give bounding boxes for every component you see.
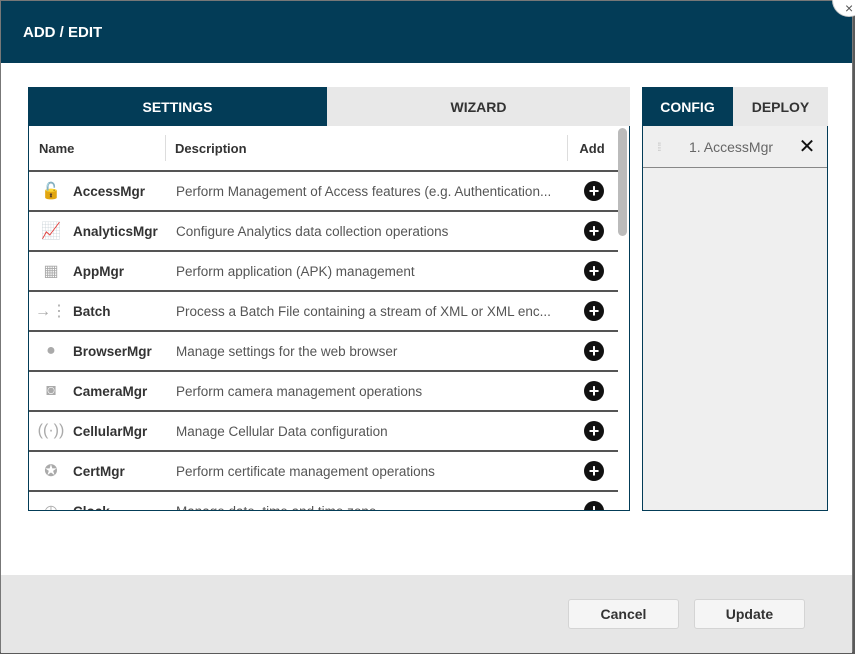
config-list: ⁞⁞ 1. AccessMgr ✕ <box>642 126 828 511</box>
add-icon[interactable]: + <box>584 381 604 401</box>
add-icon[interactable]: + <box>584 301 604 321</box>
left-tabs: SETTINGS WIZARD <box>28 87 630 126</box>
row-name: CertMgr <box>73 463 125 479</box>
column-name: Name <box>29 135 166 161</box>
row-description: Configure Analytics data collection oper… <box>176 223 449 239</box>
row-description: Perform certificate management operation… <box>176 463 435 479</box>
tab-settings[interactable]: SETTINGS <box>28 87 327 126</box>
lock-open-icon: 🔓 <box>41 183 61 200</box>
table-row: ((·)) CellularMgr Manage Cellular Data c… <box>29 412 618 452</box>
row-name: CellularMgr <box>73 423 148 439</box>
row-name: CameraMgr <box>73 383 148 399</box>
row-description: Perform application (APK) management <box>176 263 415 279</box>
row-description: Process a Batch File containing a stream… <box>176 303 551 319</box>
row-name: AppMgr <box>73 263 124 279</box>
update-button[interactable]: Update <box>694 599 805 629</box>
apps-icon: ▦ <box>43 263 59 280</box>
add-icon[interactable]: + <box>584 501 604 510</box>
certificate-icon: ✪ <box>44 463 58 480</box>
row-description: Manage settings for the web browser <box>176 343 398 359</box>
row-name: AccessMgr <box>73 183 146 199</box>
scrollbar[interactable] <box>618 128 627 236</box>
clock-icon: ◷ <box>29 501 73 510</box>
config-item[interactable]: ⁞⁞ 1. AccessMgr ✕ <box>643 126 827 168</box>
table-row: 📈 AnalyticsMgr Configure Analytics data … <box>29 212 618 252</box>
dialog-title: ADD / EDIT <box>1 1 852 63</box>
chart-icon: 📈 <box>41 223 61 240</box>
drag-handle-icon[interactable]: ⁞⁞ <box>657 139 662 154</box>
table-row: ▦ AppMgr Perform application (APK) manag… <box>29 252 618 292</box>
add-icon[interactable]: + <box>584 341 604 361</box>
row-name: Clock <box>73 503 110 511</box>
row-description: Perform Management of Access features (e… <box>176 183 552 199</box>
column-description: Description <box>166 135 568 161</box>
add-icon[interactable]: + <box>584 181 604 201</box>
row-description: Manage Cellular Data configuration <box>176 423 388 439</box>
table-row: ◷ Clock Manage date, time and time zone … <box>29 492 618 511</box>
table-row: →⋮ Batch Process a Batch File containing… <box>29 292 618 332</box>
cancel-button[interactable]: Cancel <box>568 599 679 629</box>
batch-icon: →⋮ <box>35 303 67 320</box>
camera-icon: ◙ <box>46 382 56 399</box>
column-add: Add <box>579 140 605 156</box>
tab-config[interactable]: CONFIG <box>642 87 733 126</box>
settings-table: Name Description Add 🔓 AccessMgr Perform… <box>28 126 630 511</box>
add-icon[interactable]: + <box>584 421 604 441</box>
row-name: BrowserMgr <box>73 343 152 359</box>
row-name: Batch <box>73 303 111 319</box>
right-tabs: CONFIG DEPLOY <box>642 87 828 126</box>
row-description: Manage date, time and time zone <box>176 503 377 511</box>
row-name: AnalyticsMgr <box>73 223 158 239</box>
remove-icon[interactable]: ✕ <box>798 136 816 158</box>
table-row: ✪ CertMgr Perform certificate management… <box>29 452 618 492</box>
config-item-label: 1. AccessMgr <box>689 138 774 155</box>
tab-wizard[interactable]: WIZARD <box>327 87 630 126</box>
antenna-icon: ((·)) <box>37 422 65 439</box>
dialog-footer: Cancel Update <box>1 575 852 653</box>
add-icon[interactable]: + <box>584 261 604 281</box>
globe-icon: ● <box>46 342 56 359</box>
table-header: Name Description Add <box>29 126 618 172</box>
table-row: ◙ CameraMgr Perform camera management op… <box>29 372 618 412</box>
table-row: 🔓 AccessMgr Perform Management of Access… <box>29 172 618 212</box>
row-description: Perform camera management operations <box>176 383 423 399</box>
table-row: ● BrowserMgr Manage settings for the web… <box>29 332 618 372</box>
tab-deploy[interactable]: DEPLOY <box>733 87 828 126</box>
add-icon[interactable]: + <box>584 461 604 481</box>
add-icon[interactable]: + <box>584 221 604 241</box>
